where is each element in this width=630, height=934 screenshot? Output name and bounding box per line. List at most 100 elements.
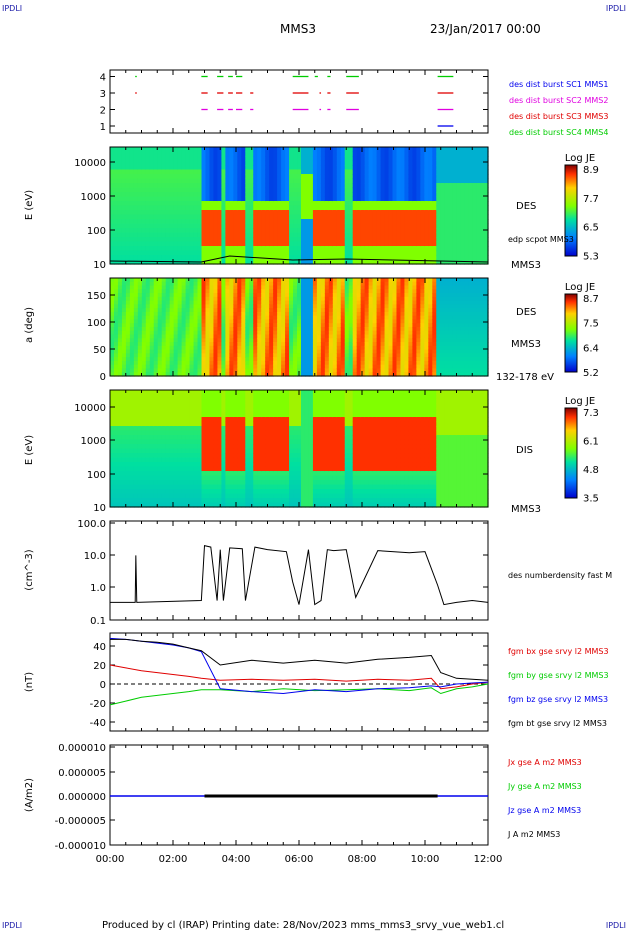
des-cell (205, 151, 211, 157)
pitch-cell (269, 345, 274, 351)
pitch-cell (348, 334, 354, 339)
pitch-cell (352, 323, 358, 328)
pitch-cell (332, 296, 338, 302)
des-cell (253, 201, 258, 207)
des-cell (165, 196, 171, 202)
des-cell (376, 187, 382, 193)
des-cell (448, 250, 453, 256)
des-cell (110, 232, 115, 238)
pitch-cell (308, 281, 314, 287)
pitch-cell (336, 372, 342, 377)
des-cell (416, 178, 421, 184)
des-cell (344, 165, 350, 171)
des-cell (440, 237, 445, 243)
des-cell (320, 255, 326, 261)
des-cell (320, 178, 326, 184)
pitch-cell (121, 334, 127, 339)
des-cell (185, 228, 191, 234)
des-cell (372, 219, 378, 225)
des-cell (213, 255, 219, 261)
des-cell (392, 174, 398, 180)
des-cell (440, 241, 445, 247)
des-cell (408, 228, 413, 234)
des-cell (149, 250, 155, 256)
des-cell (129, 259, 135, 265)
des-cell (336, 192, 342, 198)
des-cell (141, 255, 147, 261)
des-cell (257, 192, 262, 198)
pitch-cell (297, 353, 302, 358)
pitch-cell (161, 372, 167, 377)
des-cell (261, 183, 266, 189)
des-cell (233, 237, 238, 243)
pitch-cell (316, 293, 322, 298)
des-cell (436, 246, 441, 252)
pitch-cell (201, 364, 207, 370)
des-cell (237, 219, 242, 225)
des-cell (424, 165, 429, 171)
des-cell (428, 255, 433, 261)
des-cell (197, 205, 203, 211)
des-cell (137, 196, 143, 202)
pitch-cell (129, 293, 135, 298)
des-cell (336, 232, 342, 238)
des-cell (237, 237, 242, 243)
pitch-cell (400, 349, 406, 354)
pitch-cell (368, 311, 374, 317)
des-cell (289, 196, 294, 202)
pitch-cell (424, 360, 429, 366)
pitch-cell (420, 323, 425, 328)
pitch-cell (432, 319, 437, 324)
pitch-cell (344, 338, 350, 343)
des-cell (428, 228, 433, 234)
pitch-cell (125, 323, 131, 328)
pitch-cell (257, 357, 262, 362)
des-cell (368, 210, 374, 216)
pitch-cell (460, 334, 465, 339)
pitch-cell (209, 304, 215, 309)
des-cell (157, 228, 163, 234)
des-cell (285, 214, 290, 220)
pitch-cell (372, 319, 378, 324)
des-cell (424, 214, 429, 220)
des-cell (201, 246, 207, 252)
pitch-cell (456, 323, 461, 328)
pitch-cell (440, 296, 445, 302)
pitch-cell (281, 304, 286, 309)
pitch-cell (189, 334, 195, 339)
des-cell (432, 165, 437, 171)
pitch-cell (392, 353, 398, 358)
des-cell (233, 205, 238, 211)
pitch-cell (285, 360, 290, 366)
pitch-cell (392, 330, 398, 336)
pitch-cell (237, 334, 242, 339)
pitch-cell (424, 308, 429, 313)
des-cell (229, 223, 234, 229)
des-cell (380, 250, 386, 256)
pitch-cell (448, 327, 453, 332)
des-cell (297, 237, 302, 243)
pitch-cell (404, 289, 410, 294)
pitch-cell (177, 296, 183, 302)
pitch-cell (293, 308, 298, 313)
pitch-cell (185, 357, 191, 362)
pitch-cell (384, 289, 390, 294)
des-cell (281, 250, 286, 256)
des-cell (360, 151, 366, 157)
pitch-cell (388, 319, 394, 324)
pitch-cell (141, 315, 147, 321)
pitch-cell (245, 330, 250, 336)
des-cell (269, 241, 274, 247)
des-cell (464, 147, 469, 153)
des-cell (404, 237, 410, 243)
des-cell (261, 196, 266, 202)
des-cell (261, 228, 266, 234)
pitch-cell (221, 319, 226, 324)
pitch-cell (241, 293, 246, 298)
pitch-cell (404, 304, 410, 309)
des-cell (173, 178, 179, 184)
pitch-cell (464, 364, 469, 370)
des-cell (221, 237, 226, 243)
pitch-cell (145, 315, 151, 321)
des-cell (297, 165, 302, 171)
